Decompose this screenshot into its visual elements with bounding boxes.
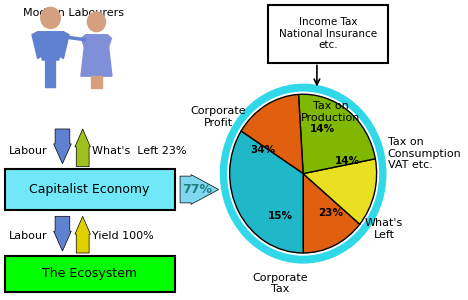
Polygon shape: [32, 32, 42, 58]
Text: Tax on
Consumption
VAT etc.: Tax on Consumption VAT etc.: [388, 137, 461, 170]
Text: Labour: Labour: [9, 231, 48, 241]
Text: The Ecosystem: The Ecosystem: [42, 267, 137, 280]
Text: 34%: 34%: [251, 145, 276, 155]
Polygon shape: [102, 35, 111, 56]
Polygon shape: [75, 129, 90, 167]
Text: Corporate
Profit: Corporate Profit: [191, 106, 247, 128]
Text: Corporate
Tax: Corporate Tax: [252, 273, 308, 294]
Text: Labour: Labour: [9, 146, 48, 156]
Text: 23%: 23%: [319, 208, 344, 218]
Text: Income Tax
National Insurance
etc.: Income Tax National Insurance etc.: [279, 17, 377, 50]
Polygon shape: [59, 32, 69, 58]
Text: What's  Left 23%: What's Left 23%: [92, 146, 186, 156]
Text: Capitalist Economy: Capitalist Economy: [29, 183, 149, 196]
Wedge shape: [230, 131, 303, 253]
Circle shape: [41, 7, 60, 28]
Wedge shape: [299, 94, 375, 174]
Text: 15%: 15%: [267, 211, 292, 221]
Polygon shape: [180, 175, 219, 204]
Wedge shape: [303, 159, 377, 224]
Bar: [268, 5, 388, 62]
Polygon shape: [81, 35, 112, 76]
Text: 77%: 77%: [183, 183, 212, 196]
Bar: [5, 256, 175, 292]
Polygon shape: [37, 32, 63, 88]
Circle shape: [228, 92, 379, 255]
Text: Modern Labourers: Modern Labourers: [23, 8, 124, 18]
Text: 14%: 14%: [310, 124, 335, 134]
Text: Yield 100%: Yield 100%: [92, 231, 154, 241]
Circle shape: [220, 84, 386, 263]
Wedge shape: [303, 174, 360, 253]
Text: Tax on
Production: Tax on Production: [301, 101, 360, 123]
Polygon shape: [91, 76, 102, 88]
Polygon shape: [81, 35, 91, 56]
Text: 14%: 14%: [335, 156, 360, 167]
Text: What's
Left: What's Left: [365, 218, 403, 240]
Polygon shape: [54, 129, 71, 164]
Wedge shape: [241, 94, 303, 174]
Bar: [5, 169, 175, 210]
Circle shape: [88, 12, 105, 32]
Polygon shape: [54, 216, 71, 251]
Polygon shape: [75, 216, 90, 253]
